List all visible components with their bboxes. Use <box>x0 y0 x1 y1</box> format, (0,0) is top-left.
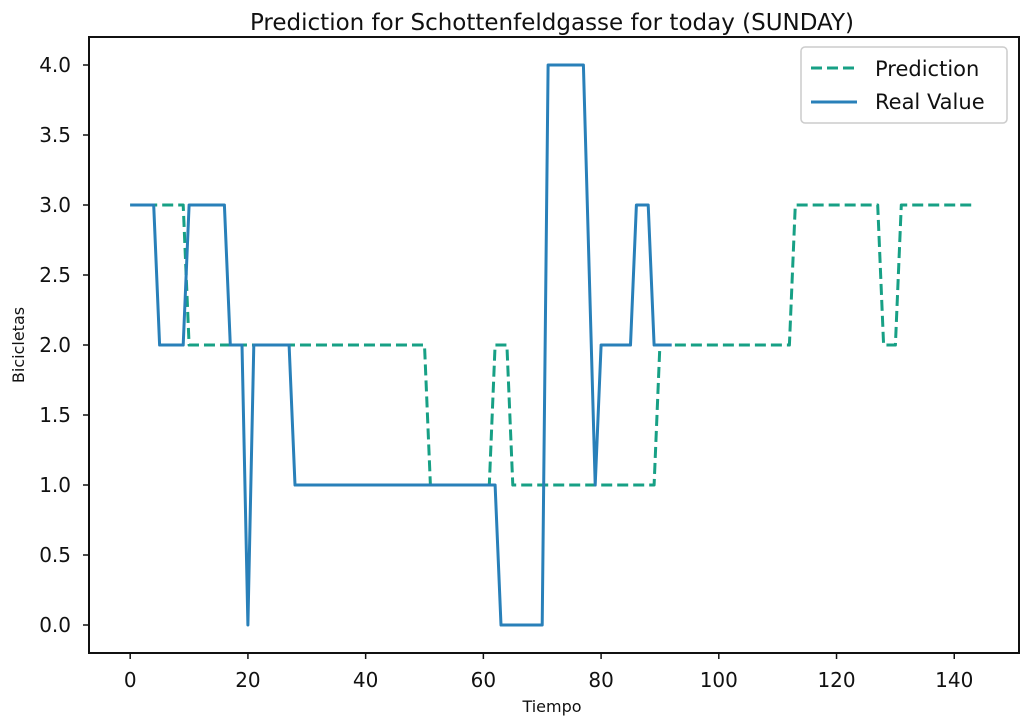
y-tick-label: 2.5 <box>39 263 71 287</box>
x-tick-label: 80 <box>588 668 613 692</box>
x-tick-label: 100 <box>700 668 738 692</box>
y-axis-label: Bicicletas <box>9 307 28 383</box>
y-axis: 0.0 0.5 1.0 1.5 2.0 2.5 3.0 3.5 4.0 <box>39 53 89 637</box>
series-line-real-value <box>130 63 672 627</box>
plot-area <box>130 63 972 627</box>
y-tick-label: 2.0 <box>39 333 71 357</box>
x-tick-label: 120 <box>817 668 855 692</box>
y-tick-label: 3.5 <box>39 123 71 147</box>
x-tick-label: 40 <box>353 668 378 692</box>
x-axis: 0 20 40 60 80 100 120 140 <box>124 653 973 692</box>
x-tick-label: 20 <box>235 668 260 692</box>
chart-title: Prediction for Schottenfeldgasse for tod… <box>250 10 854 36</box>
y-tick-label: 1.0 <box>39 473 71 497</box>
y-tick-label: 4.0 <box>39 53 71 77</box>
x-tick-label: 140 <box>935 668 973 692</box>
y-tick-label: 0.5 <box>39 543 71 567</box>
y-tick-label: 1.5 <box>39 403 71 427</box>
chart-legend: Prediction Real Value <box>800 46 1008 124</box>
x-tick-label: 0 <box>124 668 137 692</box>
x-axis-label: Tiempo <box>521 697 581 716</box>
legend-label-real-value: Real Value <box>875 90 985 114</box>
legend-box <box>800 46 1008 124</box>
y-tick-label: 0.0 <box>39 613 71 637</box>
legend-label-prediction: Prediction <box>875 57 979 81</box>
y-tick-label: 3.0 <box>39 193 71 217</box>
x-tick-label: 60 <box>471 668 496 692</box>
series-line-prediction <box>130 203 972 487</box>
